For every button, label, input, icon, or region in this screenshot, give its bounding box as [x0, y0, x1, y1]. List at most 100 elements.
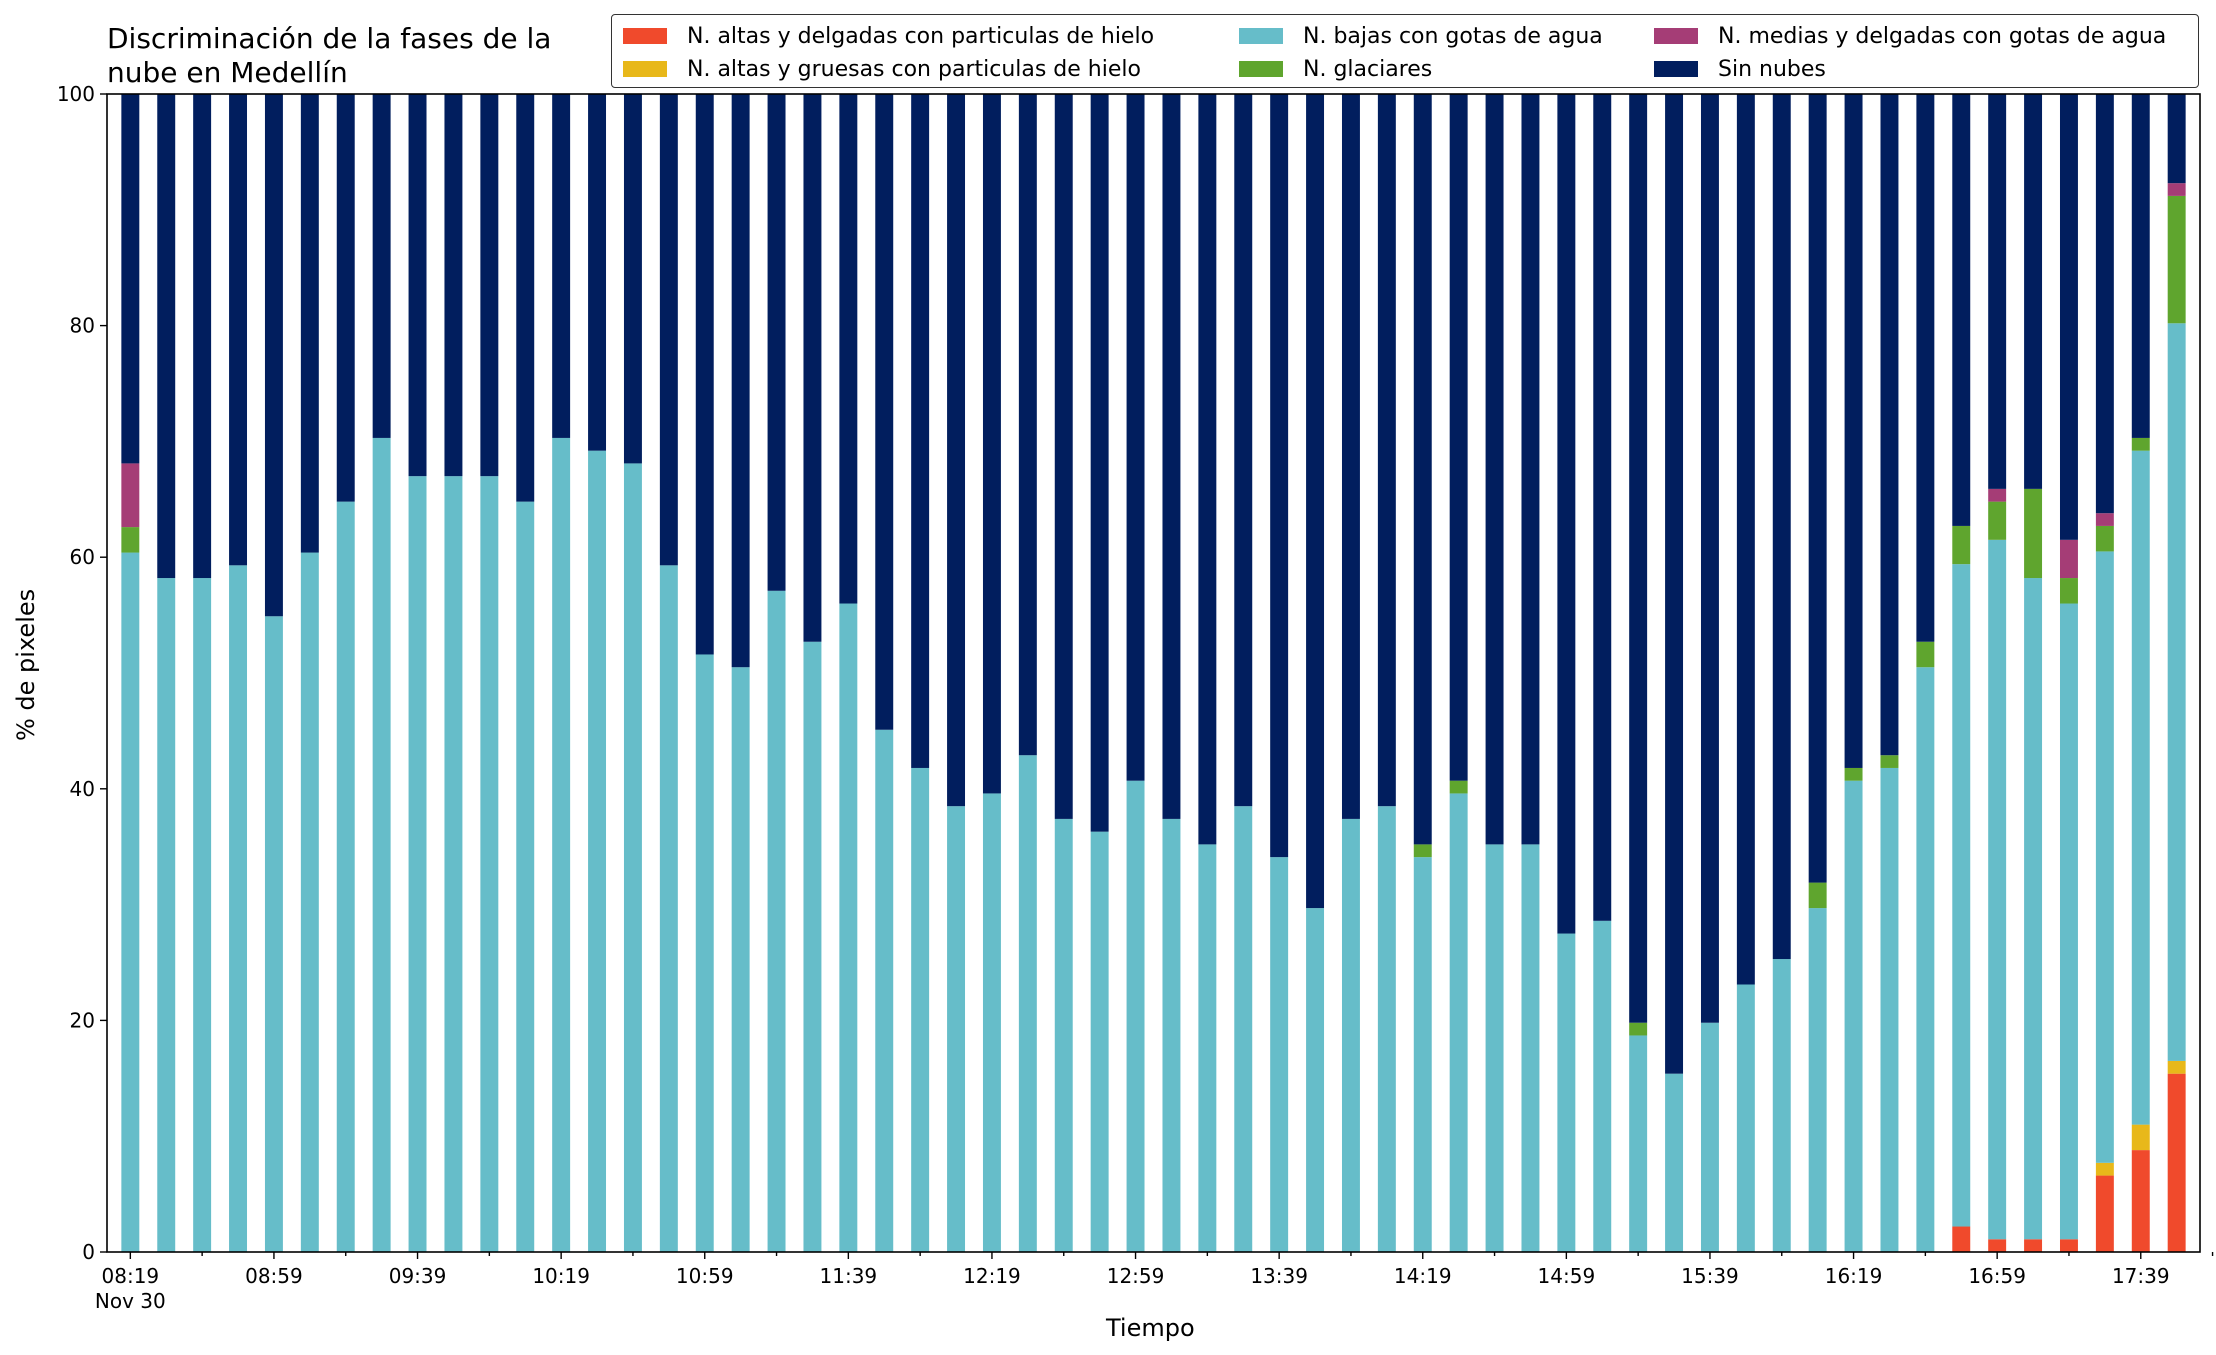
bar-segment-s5-6: [336, 94, 355, 502]
legend-item-glaciares: N. glaciares: [1239, 54, 1432, 84]
bar-segment-s2-52: [1988, 539, 2007, 1240]
x-tick-label-11: 15:39: [1681, 1264, 1739, 1288]
bar-segment-s5-18: [767, 94, 786, 591]
y-tick-label-1: 20: [70, 1008, 95, 1032]
bar-segment-s5-54: [2059, 94, 2078, 540]
bar-segment-s2-47: [1808, 908, 1827, 1252]
x-tick-label-3: 10:19: [532, 1264, 590, 1288]
legend-swatch-medias-delgadas: [1654, 28, 1698, 44]
x-tick-label-10: 14:59: [1538, 1264, 1596, 1288]
bar-segment-s2-41: [1593, 920, 1612, 1252]
bar-segment-s1-56: [2131, 1124, 2150, 1151]
bar-segment-s2-39: [1521, 844, 1540, 1252]
bar-segment-s5-28: [1126, 94, 1145, 781]
bar-segment-s2-31: [1234, 806, 1253, 1252]
legend: N. altas y delgadas con particulas de hi…: [611, 14, 2199, 88]
bar-segment-s3-51: [1952, 525, 1971, 565]
bar-segment-s5-38: [1485, 94, 1504, 845]
legend-item-sin-nubes: Sin nubes: [1654, 54, 1826, 84]
bar-segment-s3-54: [2059, 578, 2078, 604]
bar-segment-s4-52: [1988, 488, 2007, 502]
bar-segment-s5-13: [588, 94, 607, 451]
bar-segment-s2-54: [2059, 603, 2078, 1240]
bar-segment-s2-27: [1090, 831, 1109, 1252]
bar-segment-s2-15: [659, 565, 678, 1252]
bar-segment-s5-20: [839, 94, 858, 604]
bar-segment-s2-4: [264, 616, 283, 1252]
bar-segment-s5-4: [264, 94, 283, 617]
y-tick-label-2: 40: [70, 777, 95, 801]
legend-label-bajas-agua: N. bajas con gotas de agua: [1303, 23, 1603, 49]
bar-segment-s2-13: [588, 450, 607, 1252]
bar-segment-s5-9: [444, 94, 463, 477]
bar-segment-s3-55: [2095, 525, 2114, 552]
legend-label-medias-delgadas: N. medias y delgadas con gotas de agua: [1718, 23, 2167, 49]
bar-segment-s0-51: [1952, 1226, 1971, 1252]
bar-segment-s5-31: [1234, 94, 1253, 807]
bar-segment-s2-14: [623, 463, 642, 1252]
bar-segment-s3-57: [2167, 195, 2186, 324]
y-tick-label-0: 0: [82, 1240, 95, 1264]
legend-swatch-altas-delgadas: [623, 28, 667, 44]
bar-segment-s2-2: [193, 578, 212, 1252]
bar-segment-s4-57: [2167, 183, 2186, 196]
bar-segment-s2-56: [2131, 450, 2150, 1125]
chart-title-line-2: nube en Medellín: [107, 56, 348, 89]
bar-segment-s2-20: [839, 603, 858, 1252]
bar-segment-s5-46: [1772, 94, 1791, 960]
bar-segment-s5-51: [1952, 94, 1971, 526]
bar-segment-s2-1: [157, 578, 176, 1252]
legend-item-altas-delgadas: N. altas y delgadas con particulas de hi…: [623, 21, 1154, 51]
bar-segment-s5-2: [193, 94, 212, 579]
bar-segment-s3-48: [1844, 767, 1863, 781]
bar-segment-s2-23: [947, 806, 966, 1252]
bar-segment-s3-53: [2024, 488, 2043, 579]
bar-segment-s2-46: [1772, 959, 1791, 1252]
bar-segment-s3-56: [2131, 437, 2150, 451]
x-tick-label-9: 14:19: [1394, 1264, 1452, 1288]
bar-segment-s2-42: [1629, 1035, 1648, 1252]
x-tick-label-4: 10:59: [676, 1264, 734, 1288]
bar-segment-s5-26: [1054, 94, 1073, 819]
bar-segment-s0-53: [2024, 1239, 2043, 1252]
legend-item-medias-delgadas: N. medias y delgadas con gotas de agua: [1654, 21, 2166, 51]
bar-segment-s5-23: [947, 94, 966, 807]
legend-label-sin-nubes: Sin nubes: [1718, 56, 1826, 82]
legend-label-altas-gruesas: N. altas y gruesas con particulas de hie…: [687, 56, 1141, 82]
x-tick-label-7: 12:59: [1107, 1264, 1165, 1288]
bar-segment-s5-0: [121, 94, 140, 464]
bar-segment-s0-55: [2095, 1175, 2114, 1252]
bar-segment-s2-7: [372, 437, 391, 1252]
bar-segment-s5-34: [1341, 94, 1360, 819]
bar-segment-s2-44: [1700, 1022, 1719, 1252]
bar-segment-s5-3: [229, 94, 248, 566]
x-tick-label-6: 12:19: [963, 1264, 1021, 1288]
x-tick-label-14: 17:39: [2112, 1264, 2170, 1288]
bar-segment-s5-39: [1521, 94, 1540, 845]
bar-segment-s1-57: [2167, 1060, 2186, 1074]
bar-segment-s5-40: [1557, 94, 1576, 934]
bar-segment-s5-35: [1377, 94, 1396, 807]
bar-segment-s4-0: [121, 463, 140, 528]
bar-segment-s5-24: [982, 94, 1001, 794]
x-tick-label-1: 08:59: [245, 1264, 303, 1288]
bar-segment-s0-56: [2131, 1150, 2150, 1252]
bar-segment-s0-52: [1988, 1239, 2007, 1252]
bar-segment-s2-22: [911, 767, 930, 1252]
bar-segment-s2-30: [1198, 844, 1217, 1252]
bar-segment-s3-52: [1988, 501, 2007, 540]
bar-segment-s2-33: [1306, 908, 1325, 1252]
x-date-label: Nov 30: [95, 1289, 166, 1313]
bar-segment-s2-53: [2024, 578, 2043, 1240]
bar-segment-s2-38: [1485, 844, 1504, 1252]
bar-segment-s3-42: [1629, 1022, 1648, 1036]
bar-segment-s0-57: [2167, 1073, 2186, 1252]
legend-swatch-altas-gruesas: [623, 61, 667, 77]
bar-segment-s5-48: [1844, 94, 1863, 768]
bar-segment-s2-12: [552, 437, 571, 1252]
chart-title: Discriminación de la fases de la nube en…: [107, 22, 551, 90]
bar-segment-s3-50: [1916, 641, 1935, 668]
bar-segment-s3-49: [1880, 755, 1899, 768]
bar-segment-s2-26: [1054, 818, 1073, 1252]
